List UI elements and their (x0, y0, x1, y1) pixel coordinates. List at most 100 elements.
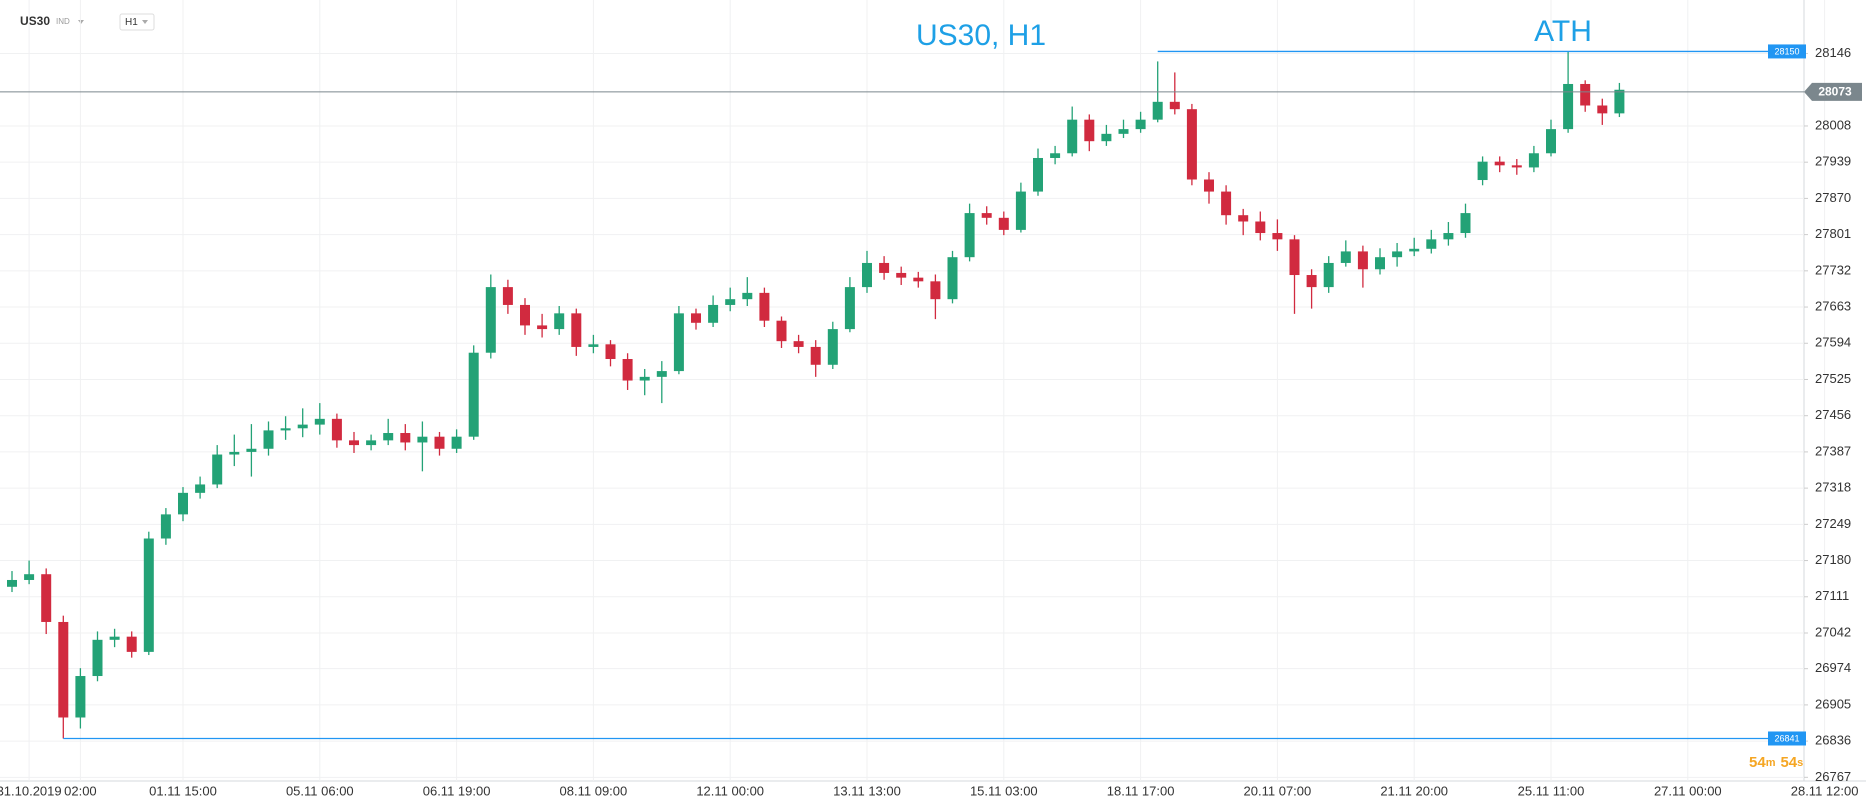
candle-body (1357, 251, 1368, 270)
candle-body (1221, 191, 1232, 216)
candle-body (981, 213, 992, 218)
y-tick-label: 27594 (1815, 335, 1851, 350)
countdown-seconds-unit: s (1797, 757, 1803, 769)
candle-body (1340, 251, 1351, 263)
candle-body (1494, 161, 1505, 166)
candle-body (126, 636, 137, 652)
level-badge (1768, 731, 1806, 746)
candle-body (58, 621, 69, 718)
y-tick-label: 28146 (1815, 45, 1851, 60)
candle-body (1050, 153, 1061, 158)
candle-body (691, 313, 701, 323)
x-tick-label: 21.11 20:00 (1380, 783, 1448, 798)
candle-body (844, 287, 855, 330)
candle-body (622, 359, 633, 381)
candle-body (639, 376, 650, 381)
candle-body (537, 325, 548, 330)
y-tick-label: 27732 (1815, 262, 1851, 277)
x-tick-label: 13.11 13:00 (833, 783, 901, 798)
y-tick-label: 27387 (1815, 443, 1851, 458)
candle-body (1272, 233, 1283, 240)
x-tick-label: 02:00 (64, 783, 97, 798)
y-tick-label: 28008 (1815, 117, 1851, 132)
x-tick-label: 12.11 00:00 (696, 783, 764, 798)
candle-body (742, 292, 753, 300)
y-tick-label: 26767 (1815, 769, 1851, 784)
candle-body (656, 371, 667, 377)
y-tick-label: 27318 (1815, 480, 1851, 495)
candle-body (1528, 153, 1539, 168)
annotation: ATH (1534, 15, 1592, 48)
candle-body (673, 313, 684, 372)
x-tick-label: 06.11 19:00 (423, 783, 491, 798)
dropdown-arrow[interactable] (78, 20, 84, 24)
candle-body (896, 272, 907, 278)
x-tick-label: 28.11 12:00 (1791, 783, 1859, 798)
x-tick-label: 05.11 06:00 (286, 783, 354, 798)
candle-body (1392, 251, 1403, 258)
x-tick-label: 01.11 15:00 (149, 783, 217, 798)
candle-body (75, 676, 86, 718)
candle-body (1152, 101, 1163, 120)
level-label: 28150 (1774, 46, 1799, 56)
y-tick-label: 26836 (1815, 733, 1851, 748)
candle-body (520, 304, 530, 326)
x-tick-label: 27.11 00:00 (1654, 783, 1722, 798)
candle-body (468, 352, 479, 437)
candle-body (862, 262, 872, 288)
candle-body (383, 433, 394, 441)
candle-body (1135, 119, 1146, 130)
candle-body (1477, 161, 1488, 181)
candle-body (1409, 248, 1420, 252)
candle-body (1033, 157, 1043, 192)
candle-body (1426, 239, 1437, 249)
market: IND (56, 17, 70, 26)
symbol[interactable]: US30 (20, 14, 50, 28)
candle-body (930, 281, 941, 300)
candle-body (571, 313, 582, 347)
candle-body (1169, 101, 1180, 110)
y-tick-label: 27525 (1815, 371, 1851, 386)
x-tick-label: 25.11 11:00 (1518, 783, 1585, 798)
timeframe-box[interactable] (119, 13, 155, 31)
last-price-label: 28073 (1818, 85, 1852, 99)
candle-body (725, 299, 736, 305)
candle-body (708, 304, 719, 323)
candle-body (434, 436, 445, 449)
candle-body (314, 418, 325, 425)
countdown-minutes: 54 (1749, 754, 1766, 771)
candle-body (998, 217, 1009, 230)
candle-body (1101, 133, 1112, 142)
y-tick-label: 26905 (1815, 696, 1851, 711)
candle-body (417, 436, 428, 443)
candle-body (1204, 179, 1214, 192)
y-tick-label: 27249 (1815, 516, 1851, 531)
candle-body (605, 344, 616, 360)
candle-body (297, 424, 308, 429)
candle-body (1015, 191, 1026, 230)
y-tick-label: 27870 (1815, 190, 1851, 205)
candle-body (195, 484, 206, 493)
countdown-seconds: 54 (1780, 754, 1797, 771)
dropdown-arrow[interactable] (142, 20, 148, 24)
candle-body (280, 428, 291, 431)
candle-body (827, 329, 838, 365)
candle-body (1238, 215, 1249, 222)
candle-body (109, 636, 120, 640)
candle-body (793, 341, 804, 347)
candle-body (7, 579, 17, 587)
y-tick-label: 27801 (1815, 226, 1851, 241)
candle-body (485, 287, 496, 353)
candle-body (1443, 233, 1454, 240)
y-tick-label: 27180 (1815, 552, 1851, 567)
timeframe[interactable]: H1 (125, 17, 138, 28)
grid (0, 0, 1826, 781)
candle-body (913, 277, 924, 282)
y-tick-label: 27456 (1815, 407, 1851, 422)
x-tick-label: 18.11 17:00 (1107, 783, 1175, 798)
candle-body (178, 492, 188, 515)
candle-body (160, 514, 171, 539)
